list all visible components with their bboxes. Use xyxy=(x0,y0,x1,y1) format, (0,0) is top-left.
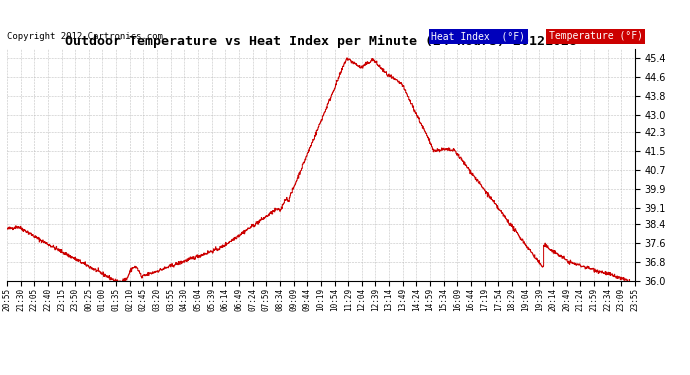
Text: Copyright 2012 Cartronics.com: Copyright 2012 Cartronics.com xyxy=(7,32,163,41)
Text: Heat Index  (°F): Heat Index (°F) xyxy=(431,32,525,41)
Text: Temperature (°F): Temperature (°F) xyxy=(549,32,642,41)
Title: Outdoor Temperature vs Heat Index per Minute (24 Hours) 20121028: Outdoor Temperature vs Heat Index per Mi… xyxy=(65,34,577,48)
